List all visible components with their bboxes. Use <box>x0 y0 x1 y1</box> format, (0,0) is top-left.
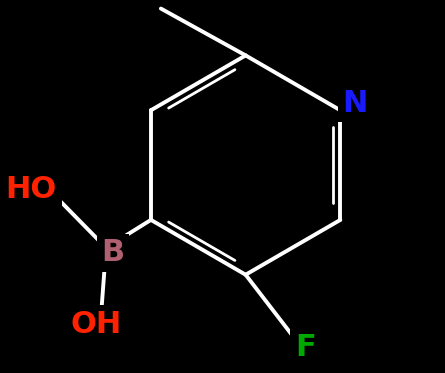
Text: OH: OH <box>70 310 122 339</box>
Text: N: N <box>343 89 368 118</box>
Text: B: B <box>101 238 125 267</box>
Text: F: F <box>295 333 316 362</box>
Text: HO: HO <box>6 175 57 204</box>
